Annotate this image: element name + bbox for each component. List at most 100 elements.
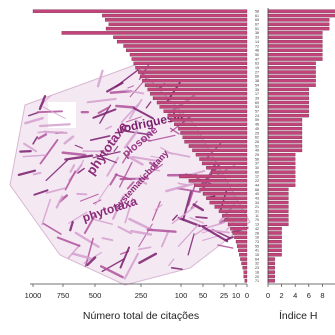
- cloud-filler-word: [150, 155, 165, 160]
- cloud-filler-word: [172, 214, 178, 221]
- cloud-filler-word: [142, 163, 163, 180]
- cloud-filler-word: [127, 85, 135, 89]
- hindex-bar: [267, 157, 296, 161]
- hindex-bar: [267, 105, 309, 109]
- hindex-bar: [267, 131, 303, 135]
- citation-bar: [241, 261, 248, 266]
- cloud-filler-word: [138, 252, 158, 265]
- hindex-bar: [267, 266, 275, 270]
- hindex-bar: [267, 213, 289, 218]
- hindex-bar: [267, 205, 289, 209]
- cloud-filler-word: [169, 127, 180, 135]
- cloud-filler-word: [32, 171, 42, 176]
- cloud-filler-word: [24, 116, 44, 125]
- hindex-bar: [267, 166, 296, 170]
- cloud-filler-word: [126, 154, 144, 166]
- hindex-tick-label: 8: [320, 291, 324, 300]
- cloud-filler-word: [224, 236, 234, 242]
- citations-tick-label: 25: [220, 291, 228, 300]
- hindex-bar: [267, 161, 296, 166]
- citation-bar: [113, 35, 248, 39]
- cloud-filler-word: [125, 89, 145, 95]
- citation-bar: [244, 279, 248, 283]
- cloud-filler-word: [119, 246, 131, 269]
- citation-bar: [188, 179, 248, 183]
- citation-bar: [123, 44, 248, 48]
- row-label: 62: [255, 136, 259, 140]
- hindex-bar: [267, 148, 303, 153]
- citation-bar: [199, 157, 248, 161]
- hindex-bar: [267, 274, 275, 279]
- hindex-bar: [267, 18, 330, 22]
- cloud-filler-word: [36, 110, 64, 114]
- cloud-filler-word: [145, 101, 152, 109]
- citation-bar: [211, 170, 248, 174]
- hindex-bar: [267, 22, 330, 26]
- hindex-bar: [267, 74, 316, 79]
- row-label: 21: [255, 205, 259, 209]
- cloud-filler-word: [41, 198, 52, 226]
- row-label: 47: [255, 57, 259, 61]
- citation-bar: [234, 235, 248, 240]
- cloud-filler-word: [17, 169, 37, 176]
- hindex-bar: [267, 118, 303, 122]
- row-label: 68: [255, 188, 259, 192]
- citation-bar: [206, 166, 248, 170]
- cloud-filler-word: [135, 177, 148, 185]
- hindex-bar: [267, 39, 323, 44]
- cloud-filler-word: [199, 224, 208, 227]
- row-label: 67: [255, 23, 259, 27]
- hindex-bar: [267, 209, 289, 213]
- hindex-bar: [267, 231, 282, 235]
- cloud-filler-word: [148, 134, 176, 142]
- citation-bar: [159, 105, 248, 109]
- hindex-tick-label: 2: [280, 291, 284, 300]
- row-label: 58: [255, 9, 259, 13]
- row-label: 34: [255, 201, 259, 205]
- hindex-bar: [267, 52, 323, 57]
- hindex-bar: [267, 270, 275, 274]
- row-label: 46: [255, 123, 259, 127]
- cloud-filler-word: [168, 258, 175, 267]
- cloud-filler-word: [170, 267, 183, 271]
- hindex-bar: [267, 183, 296, 187]
- hindex-bar: [267, 9, 335, 13]
- cloud-filler-word: [160, 147, 173, 155]
- hindex-bar: [267, 83, 316, 87]
- hindex-bar: [267, 65, 316, 70]
- hindex-bar: [267, 61, 316, 66]
- citation-bar: [150, 92, 248, 96]
- row-label: 50: [255, 53, 259, 57]
- cloud-filler-word: [77, 167, 85, 174]
- hindex-x-label: Índice H: [279, 309, 318, 322]
- cloud-filler-word: [86, 256, 97, 267]
- citations-tick-label: 500: [89, 291, 102, 300]
- cloud-filler-word: [69, 164, 76, 173]
- hindex-bar: [267, 218, 289, 222]
- cloud-filler-word: [192, 203, 204, 212]
- hindex-bar: [267, 152, 296, 157]
- cloud-filler-word: [133, 107, 154, 120]
- cloud-filler-word: [83, 214, 96, 234]
- cloud-filler-word: [44, 130, 68, 135]
- citations-tick-label: 0: [245, 291, 249, 300]
- citation-bar: [135, 65, 248, 70]
- row-label: 26: [255, 140, 259, 144]
- citations-x-label: Número total de citações: [83, 310, 199, 322]
- hindex-bar: [267, 35, 323, 39]
- row-label: 20: [255, 275, 259, 279]
- row-labels: 5861656751363314724850476319276638543517…: [255, 9, 259, 283]
- citation-bar: [235, 239, 248, 244]
- hindex-bar: [267, 222, 289, 227]
- hindex-bar: [267, 139, 303, 144]
- row-label: 42: [255, 227, 259, 231]
- row-label: 44: [255, 183, 259, 187]
- row-label: 52: [255, 144, 259, 148]
- cloud-filler-word: [160, 230, 170, 248]
- cloud-filler-word: [201, 225, 229, 243]
- hindex-bar: [267, 13, 335, 18]
- cloud-filler-word: [123, 130, 139, 149]
- row-label: 56: [255, 157, 259, 161]
- hindex-bar: [267, 170, 296, 174]
